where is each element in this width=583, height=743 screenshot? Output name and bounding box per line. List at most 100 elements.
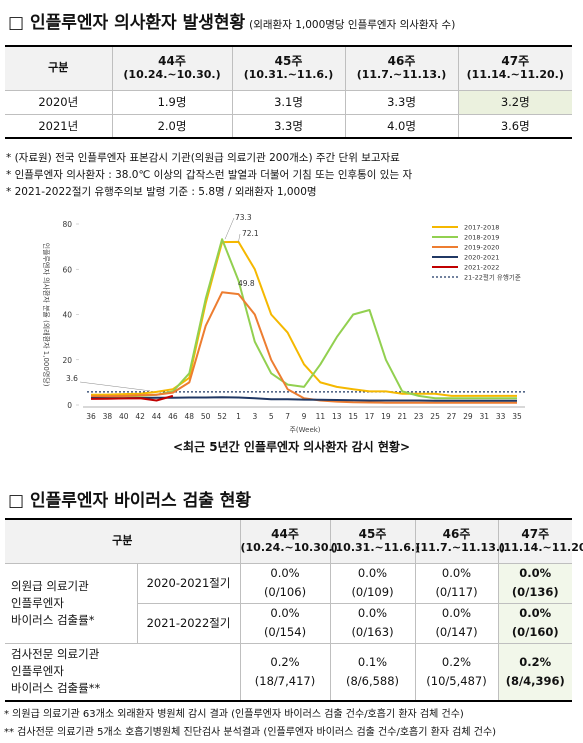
- series-line: [90, 238, 517, 400]
- group-label: 의원급 의료기관 인플루엔자 바이러스 검출률*: [5, 562, 138, 644]
- week: 44주: [271, 527, 299, 542]
- annotation-leader: [238, 233, 241, 242]
- cell: 0.2% (18/7,417): [239, 642, 331, 702]
- section-title: □ 인플루엔자 의사환자 발생현황 (외래환자 1,000명당 인플루엔자 의사환…: [8, 8, 455, 33]
- cell: 2021년: [5, 113, 113, 139]
- header-cell: 47주(11.14.~11.20.): [497, 518, 583, 564]
- cell: 0.2% (8/4,396): [497, 642, 572, 702]
- annotation: 73.3: [235, 213, 252, 222]
- note: ** 검사전문 의료기관 5개소 호흡기병원체 진단검사 분석결과 (인플루엔자…: [4, 727, 497, 738]
- x-axis-label: 주(Week): [289, 426, 320, 434]
- annotation: 49.8: [238, 279, 255, 288]
- count: (0/136): [511, 585, 559, 599]
- x-tick-label: 52: [217, 412, 227, 421]
- x-tick-label: 35: [512, 412, 522, 421]
- count: (0/109): [351, 585, 394, 599]
- header-cell: 46주 (11.7.~11.13.): [414, 518, 506, 564]
- header-row: 구분 44주 (10.24.~10.30.) 45주 (10.31.~11.6.) 46주…: [5, 45, 572, 91]
- rate: 0.0%: [270, 566, 300, 580]
- cell: 3.1명: [231, 89, 346, 115]
- row: 2021년 2.0명 3.3명 4.0명 3.6명: [5, 113, 572, 139]
- legend-label: 2019-2020: [464, 244, 499, 252]
- note: * 의원급 의료기관 63개소 외래환자 병원체 감시 결과 (인플루엔자 바이…: [4, 709, 464, 720]
- x-tick-label: 48: [185, 412, 195, 421]
- x-tick-label: 3: [252, 412, 257, 421]
- cell: 3.6명: [457, 113, 572, 139]
- label-line: 인플루엔자: [11, 664, 64, 679]
- count: (8/6,588): [345, 673, 400, 688]
- series-line: [90, 394, 174, 402]
- header-cell: 45주 (10.31.~11.6.): [329, 518, 420, 564]
- series-line: [90, 291, 517, 404]
- legend-label: 2018-2019: [464, 234, 499, 242]
- range: (11.14.~11.20.): [498, 541, 583, 555]
- x-tick-label: 5: [269, 412, 274, 421]
- label-line: 바이러스 검출률*: [11, 612, 95, 627]
- x-tick-label: 1: [236, 412, 241, 421]
- rate: 0.0%: [519, 566, 552, 580]
- range: (11.7.~11.13.): [356, 68, 447, 82]
- label-line: 바이러스 검출률**: [11, 681, 101, 696]
- cell: 2020년: [5, 89, 113, 115]
- x-tick-label: 7: [285, 412, 290, 421]
- x-tick-label: 21: [398, 412, 408, 421]
- legend-label: 21-22절기 유행기준: [464, 273, 521, 282]
- x-tick-label: 42: [135, 412, 145, 421]
- week: 47주: [501, 54, 530, 69]
- y-tick-label: 40: [62, 311, 72, 320]
- section-title: □ 인플루엔자 바이러스 검출 현황: [8, 491, 252, 511]
- cell: 0.0% (0/136): [497, 562, 572, 604]
- range: (10.31.~11.6.): [243, 68, 334, 82]
- y-axis-label: 인플루엔자 의사환자 분율 (외래환자 1,000명당): [42, 243, 51, 387]
- cell: 1.9명: [111, 89, 233, 115]
- y-tick-label: 60: [62, 265, 72, 274]
- y-tick-label: 20: [62, 356, 72, 365]
- count: (0/147): [435, 625, 478, 639]
- count: (0/154): [263, 625, 307, 639]
- range: (11.7.~11.13.): [415, 541, 506, 555]
- caption: <최근 5년간 인플루엔자 의사환자 감시 현황>: [172, 440, 411, 454]
- notes: * (자료원) 전국 인플루엔자 표본감시 기관(의원급 의료기관 200개소)…: [6, 150, 412, 201]
- header-cell: 46주 (11.7.~11.13.): [344, 45, 459, 91]
- rate: 0.0%: [441, 566, 472, 580]
- rate: 0.0%: [270, 606, 300, 620]
- x-tick-label: 33: [496, 412, 506, 421]
- header-cell: 44주 (10.24.~10.30.): [111, 45, 233, 91]
- table: 구분 44주 (10.24.~10.30.) 45주 (10.31.~11.6.) 46주…: [5, 45, 572, 139]
- x-tick-label: 38: [103, 412, 113, 421]
- header-cell: 45주 (10.31.~11.6.): [231, 45, 346, 91]
- x-tick-label: 9: [302, 412, 307, 421]
- period: 2021-2022절기: [137, 602, 241, 644]
- count: (8/4,396): [505, 673, 565, 688]
- rate: 0.0%: [357, 566, 388, 580]
- note: * 2021-2022절기 유행주의보 발령 기준 : 5.8명 / 외래환자 …: [6, 186, 317, 198]
- cell: 0.0% (0/163): [329, 602, 416, 644]
- header-cell: 구분: [5, 45, 113, 91]
- legend-label: 2021-2022: [464, 264, 499, 272]
- x-tick-label: 15: [348, 412, 358, 421]
- note: * (자료원) 전국 인플루엔자 표본감시 기관(의원급 의료기관 200개소)…: [6, 152, 400, 164]
- cell: 3.3명: [231, 113, 346, 139]
- row: 검사전문 의료기관 인플루엔자 바이러스 검출률** 0.2% (18/7,417) 0.…: [5, 642, 572, 702]
- count: (10/5,487): [426, 673, 487, 688]
- week: 45주: [274, 54, 303, 69]
- table: 구분 44주 (10.24.~10.30.) 45주 (10.31.~11.6.) 46주…: [5, 518, 583, 702]
- rate: 0.2%: [441, 654, 472, 669]
- week: 45주: [358, 527, 387, 542]
- cell: 0.0% (0/160): [497, 602, 572, 644]
- cell: 3.2명: [457, 89, 572, 115]
- row: 의원급 의료기관 인플루엔자 바이러스 검출률* 2020-2021절기 0.0% (0/…: [5, 562, 572, 644]
- legend-label: 2020-2021: [464, 254, 499, 262]
- annotation-leader: [224, 217, 235, 240]
- notes: * 의원급 의료기관 63개소 외래환자 병원체 감시 결과 (인플루엔자 바이…: [4, 706, 496, 742]
- week: 47주: [521, 527, 550, 542]
- x-tick-label: 27: [447, 412, 457, 421]
- cell: 0.0% (0/154): [239, 602, 331, 644]
- series-line: [90, 396, 517, 402]
- cell: 0.0% (0/109): [329, 562, 416, 604]
- week: 46주: [387, 54, 416, 69]
- x-tick-label: 36: [86, 412, 96, 421]
- range: (10.24.~10.30.): [123, 68, 221, 82]
